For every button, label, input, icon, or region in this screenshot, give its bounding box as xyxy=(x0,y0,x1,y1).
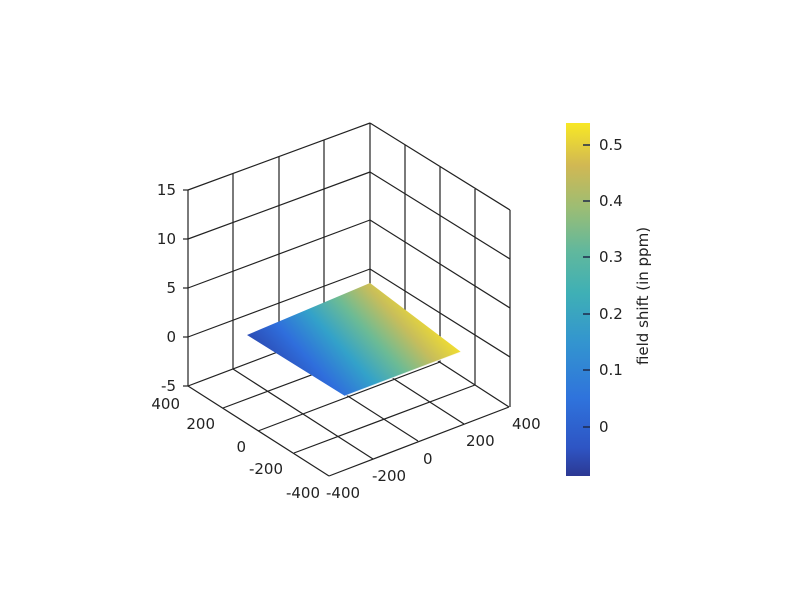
y-tick-label: 400 xyxy=(151,395,180,413)
z-axis-labels: 15 10 5 0 -5 xyxy=(157,181,176,395)
colorbar-tick-label: 0.4 xyxy=(599,192,623,210)
colorbar: 0.5 0.4 0.3 0.2 0.1 0 field shift (in pp… xyxy=(566,123,652,476)
z-tick-label: 0 xyxy=(166,328,176,346)
y-tick-label: 200 xyxy=(186,415,215,433)
colorbar-gradient xyxy=(566,123,590,476)
y-tick-label: -400 xyxy=(286,484,320,502)
y-axis-labels: 400 200 0 -200 -400 xyxy=(151,395,320,502)
colorbar-title: field shift (in ppm) xyxy=(634,227,652,365)
colorbar-ticks xyxy=(583,144,590,428)
y-tick-label: 0 xyxy=(236,438,246,456)
z-tick-label: 15 xyxy=(157,181,176,199)
y-tick-label: -200 xyxy=(249,460,283,478)
z-tick-label: 5 xyxy=(166,279,176,297)
z-tick-label: -5 xyxy=(161,377,176,395)
colorbar-tick-label: 0.2 xyxy=(599,305,623,323)
x-axis-labels: -400 -200 0 200 400 xyxy=(326,415,541,502)
x-tick-label: 200 xyxy=(466,432,495,450)
x-tick-label: 400 xyxy=(512,415,541,433)
field-shift-surface xyxy=(247,283,461,396)
colorbar-tick-label: 0.5 xyxy=(599,136,623,154)
x-tick-label: -200 xyxy=(372,467,406,485)
x-tick-label: -400 xyxy=(326,484,360,502)
colorbar-tick-label: 0.1 xyxy=(599,361,623,379)
x-tick-label: 0 xyxy=(423,450,433,468)
colorbar-tick-label: 0 xyxy=(599,418,609,436)
z-tick-label: 10 xyxy=(157,230,176,248)
colorbar-tick-label: 0.3 xyxy=(599,248,623,266)
